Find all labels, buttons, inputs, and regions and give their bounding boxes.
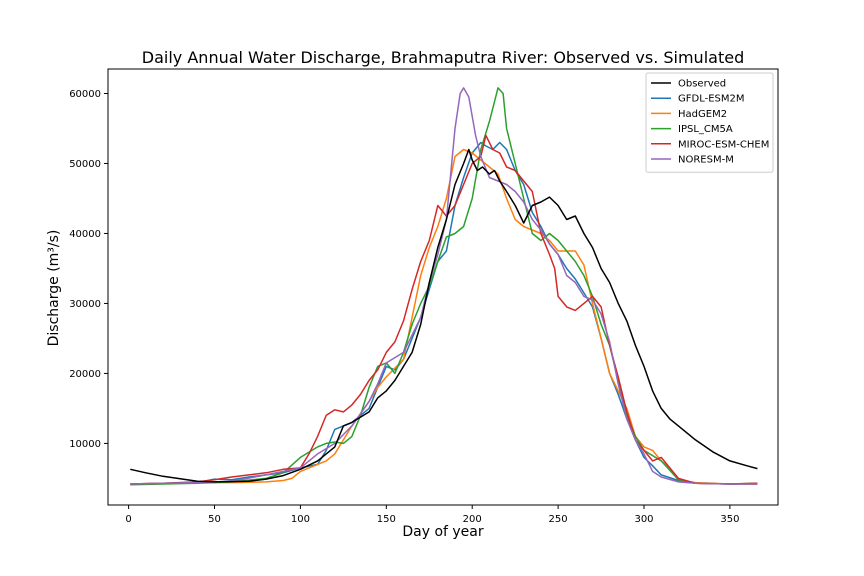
- x-tick-label-0: 0: [125, 514, 131, 525]
- y-tick-label-2: 30000: [69, 299, 101, 310]
- legend-box: [645, 72, 774, 173]
- y-axis-title: Discharge (m³/s): [46, 230, 62, 347]
- legend: Observed GFDL-ESM2M HadGEM2 IPSL_CM5A MIROC-…: [645, 72, 774, 173]
- series-layer: [130, 87, 758, 486]
- legend-label-4: MIROC-ESM-CHEM: [678, 139, 769, 150]
- series-line-4: [130, 134, 758, 485]
- x-tick-label-6: 300: [634, 514, 653, 525]
- legend-label-2: HadGEM2: [678, 109, 727, 120]
- x-tick-label-1: 50: [208, 514, 221, 525]
- series-line-5: [130, 87, 758, 485]
- legend-label-5: NORESM-M: [678, 155, 734, 166]
- series-line-1: [130, 141, 758, 485]
- y-tick-label-5: 60000: [69, 89, 101, 100]
- legend-label-1: GFDL-ESM2M: [678, 94, 745, 105]
- series-line-0: [130, 148, 758, 483]
- y-axis: 10000 20000 30000 40000 50000 60000: [69, 89, 108, 450]
- y-tick-label-0: 10000: [69, 439, 101, 450]
- legend-label-3: IPSL_CM5A: [678, 124, 733, 135]
- x-tick-label-4: 200: [463, 514, 482, 525]
- x-tick-label-2: 100: [291, 514, 310, 525]
- x-tick-label-7: 350: [720, 514, 739, 525]
- legend-label-0: Observed: [678, 79, 726, 90]
- x-axis: 0 50 100 150 200 250 300 350: [125, 505, 739, 525]
- series-line-2: [130, 148, 758, 485]
- y-tick-label-4: 50000: [69, 159, 101, 170]
- chart-title: Daily Annual Water Discharge, Brahmaputr…: [142, 48, 744, 67]
- x-tick-label-3: 150: [377, 514, 396, 525]
- plot-frame: [107, 68, 779, 506]
- x-tick-label-5: 250: [549, 514, 568, 525]
- x-axis-title: Day of year: [402, 524, 484, 540]
- y-tick-label-1: 20000: [69, 369, 101, 380]
- y-tick-label-3: 40000: [69, 229, 101, 240]
